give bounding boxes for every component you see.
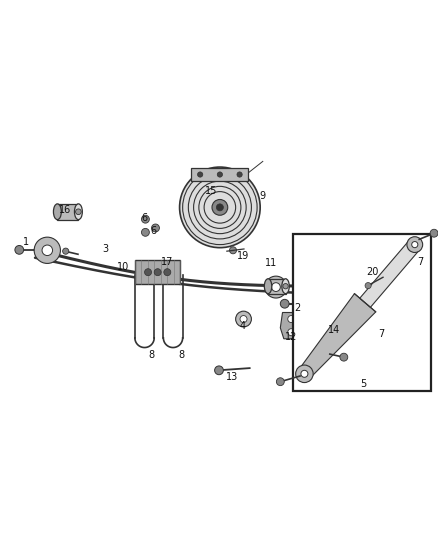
Circle shape — [340, 353, 348, 361]
Circle shape — [145, 269, 152, 276]
Circle shape — [296, 365, 313, 383]
Circle shape — [236, 311, 251, 327]
Text: 6: 6 — [141, 213, 148, 223]
Text: 7: 7 — [417, 257, 424, 267]
Circle shape — [34, 237, 60, 263]
Circle shape — [280, 300, 289, 308]
Circle shape — [152, 224, 159, 232]
Circle shape — [212, 199, 228, 215]
Circle shape — [365, 282, 371, 289]
Text: 5: 5 — [360, 379, 367, 389]
Text: 8: 8 — [179, 350, 185, 360]
Text: 2: 2 — [295, 303, 301, 313]
Circle shape — [230, 247, 237, 254]
Circle shape — [407, 237, 423, 253]
Circle shape — [154, 269, 161, 276]
Text: 14: 14 — [328, 325, 340, 335]
Circle shape — [288, 316, 295, 322]
Text: 6: 6 — [150, 227, 156, 237]
Circle shape — [412, 241, 418, 248]
Circle shape — [288, 329, 295, 336]
Circle shape — [141, 229, 149, 236]
Polygon shape — [57, 204, 78, 220]
Circle shape — [198, 172, 203, 177]
Circle shape — [141, 215, 149, 223]
Bar — [135, 260, 180, 285]
Circle shape — [272, 282, 280, 292]
Ellipse shape — [74, 204, 82, 220]
Circle shape — [265, 276, 287, 298]
Text: 3: 3 — [102, 244, 108, 254]
Polygon shape — [360, 240, 420, 308]
Text: 8: 8 — [148, 350, 154, 360]
Text: 16: 16 — [59, 205, 71, 215]
Text: 11: 11 — [265, 258, 277, 268]
Bar — [293, 233, 431, 391]
Circle shape — [283, 284, 288, 289]
Text: 9: 9 — [260, 191, 266, 201]
Circle shape — [217, 172, 223, 177]
Ellipse shape — [282, 279, 290, 294]
Text: 19: 19 — [237, 251, 250, 261]
Polygon shape — [268, 279, 286, 294]
Text: 12: 12 — [285, 332, 297, 342]
Polygon shape — [315, 324, 331, 333]
Text: 7: 7 — [378, 329, 384, 340]
Text: 17: 17 — [161, 257, 173, 267]
Polygon shape — [299, 294, 376, 378]
Circle shape — [76, 209, 81, 215]
Ellipse shape — [53, 204, 61, 220]
Circle shape — [215, 366, 223, 375]
Circle shape — [42, 245, 53, 255]
Circle shape — [301, 370, 308, 377]
Text: 20: 20 — [366, 266, 378, 277]
Text: 4: 4 — [240, 321, 246, 330]
Circle shape — [240, 316, 247, 322]
Circle shape — [216, 204, 223, 211]
Text: 13: 13 — [226, 372, 238, 382]
Circle shape — [237, 172, 242, 177]
Circle shape — [430, 229, 438, 237]
Circle shape — [63, 248, 69, 254]
Bar — [191, 168, 248, 181]
Text: 10: 10 — [117, 262, 129, 271]
Circle shape — [164, 269, 171, 276]
Text: 15: 15 — [205, 186, 218, 196]
Circle shape — [180, 167, 260, 248]
Ellipse shape — [264, 279, 272, 294]
Text: 1: 1 — [23, 237, 29, 247]
Circle shape — [15, 246, 24, 254]
Polygon shape — [280, 312, 304, 339]
Circle shape — [276, 378, 284, 386]
